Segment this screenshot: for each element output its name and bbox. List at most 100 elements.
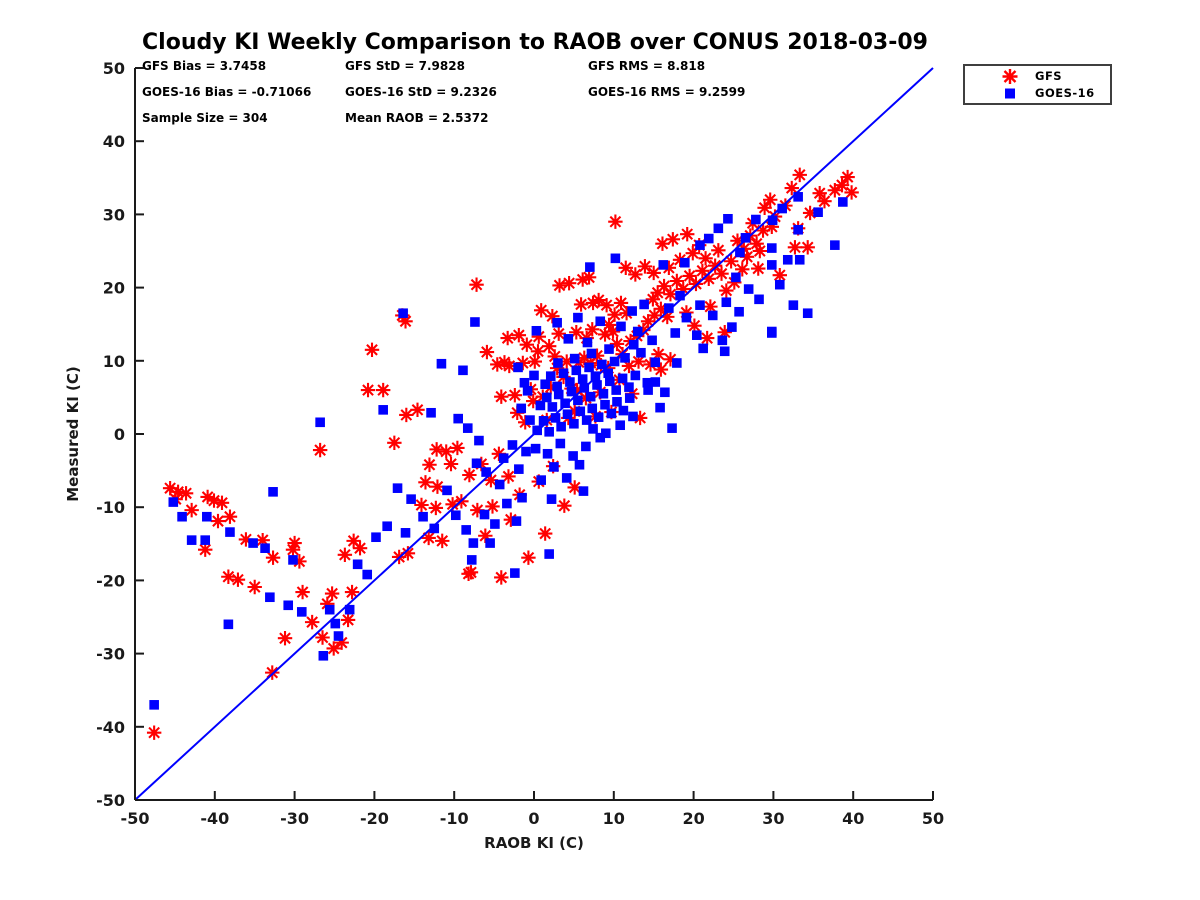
gfs-point	[749, 236, 764, 251]
gfs-point	[661, 260, 677, 276]
goes16-point	[186, 535, 197, 545]
goes16-point	[330, 618, 341, 629]
gfs-point	[334, 635, 349, 650]
goes16-point	[544, 427, 554, 437]
goes16-point	[549, 462, 559, 472]
gfs-point	[214, 495, 230, 511]
gfs-point	[292, 554, 307, 569]
goes16-point	[664, 303, 674, 313]
gfs-point	[628, 267, 643, 282]
goes16-point	[703, 233, 714, 244]
gfs-point	[285, 542, 301, 557]
gfs-point	[827, 183, 843, 198]
gfs-point	[757, 200, 772, 216]
gfs-point	[170, 484, 186, 500]
goes16-point	[721, 297, 732, 308]
goes16-point	[592, 380, 602, 390]
goes16-point	[584, 362, 594, 373]
gfs-point	[479, 344, 495, 360]
goes16-point	[555, 438, 566, 449]
gfs-point	[682, 268, 697, 284]
goes16-point	[774, 279, 785, 290]
goes16-point	[471, 458, 482, 469]
gfs-point	[552, 278, 567, 293]
gfs-point	[503, 512, 519, 527]
goes16-point	[426, 407, 436, 418]
goes16-point	[601, 428, 611, 439]
stat-goes16-std: GOES-16 StD = 9.2326	[345, 85, 497, 99]
goes16-point	[223, 619, 234, 630]
gfs-point	[637, 259, 653, 274]
gfs-point	[660, 309, 675, 325]
gfs-point	[680, 226, 695, 242]
gfs-point	[632, 410, 648, 426]
gfs-point	[344, 584, 360, 600]
gfs-point	[695, 263, 710, 278]
goes16-point	[713, 223, 724, 234]
chart-title: Cloudy KI Weekly Comparison to RAOB over…	[142, 30, 928, 55]
goes16-point	[813, 207, 823, 218]
gfs-point	[238, 532, 254, 547]
goes16-point	[667, 423, 677, 433]
x-tick-label: -20	[360, 809, 389, 828]
goes16-point	[660, 387, 670, 398]
gfs-point	[730, 233, 745, 248]
goes16-point	[560, 398, 570, 409]
goes16-point	[707, 310, 718, 321]
gfs-point	[601, 317, 617, 333]
goes16-point	[406, 494, 416, 504]
gfs-point	[511, 327, 527, 343]
gfs-point	[439, 444, 454, 459]
goes16-point	[268, 487, 278, 497]
goes16-point	[734, 306, 744, 317]
gfs-point	[247, 579, 262, 595]
gfs-point	[676, 281, 691, 297]
gfs-point	[663, 286, 678, 302]
identity-line	[134, 67, 934, 801]
y-tick-label: 40	[103, 132, 125, 151]
goes16-point	[453, 413, 463, 424]
goes16-point	[681, 312, 692, 323]
goes16-point	[516, 403, 527, 414]
goes16-point	[691, 330, 702, 340]
gfs-point	[312, 442, 328, 458]
goes16-point	[630, 370, 641, 381]
x-tick-label: 40	[842, 809, 864, 828]
goes16-point	[466, 555, 477, 565]
goes16-series	[149, 192, 848, 710]
goes16-point	[479, 509, 490, 520]
goes16-point	[344, 604, 355, 615]
goes16-point	[588, 424, 598, 434]
goes16-point	[719, 346, 730, 357]
goes16-point	[655, 402, 665, 413]
goes16-square-icon	[1005, 88, 1015, 98]
goes16-point	[494, 479, 505, 490]
goes16-point	[695, 240, 705, 250]
goes16-point	[802, 308, 813, 319]
goes16-point	[615, 420, 625, 431]
gfs-point	[557, 498, 572, 513]
legend-row-goes16: GOES-16	[965, 85, 1110, 102]
goes16-point	[553, 389, 564, 400]
stat-mean-raob: Mean RAOB = 2.5372	[345, 111, 489, 125]
goes16-point	[573, 312, 583, 323]
gfs-point	[198, 542, 213, 557]
goes16-point	[578, 486, 589, 496]
goes16-point	[650, 357, 661, 368]
gfs-point	[430, 479, 445, 494]
goes16-point	[561, 473, 572, 483]
gfs-point	[255, 532, 270, 548]
goes16-point	[535, 400, 546, 411]
legend-row-gfs: GFS	[965, 68, 1110, 85]
gfs-point	[364, 342, 380, 358]
gfs-point	[490, 357, 505, 372]
goes16-point	[552, 381, 562, 392]
goes16-point	[378, 405, 388, 415]
goes16-point	[587, 403, 598, 414]
goes16-point	[612, 396, 622, 407]
gfs-point	[719, 283, 734, 298]
goes16-point	[723, 213, 733, 224]
goes16-point	[498, 453, 509, 463]
gfs-point	[541, 338, 557, 354]
